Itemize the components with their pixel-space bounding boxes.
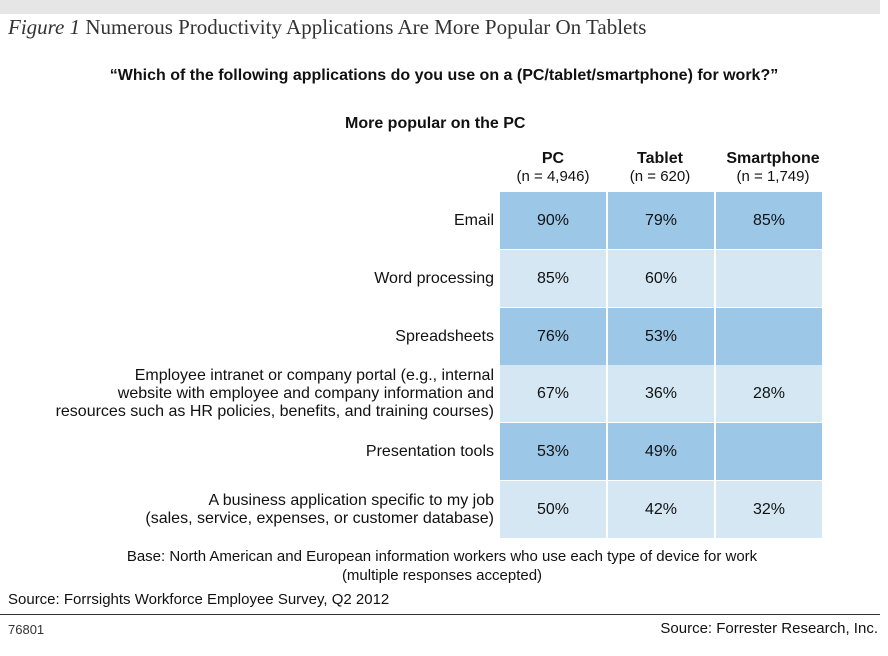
value-cell [716, 308, 822, 365]
value-cell: 67% [500, 365, 606, 422]
base-note-line: (multiple responses accepted) [341, 567, 543, 584]
top-bar [0, 0, 880, 14]
row-label-line: A business application specific to my jo… [208, 491, 494, 509]
base-note-line: Base: North American and European inform… [126, 548, 758, 565]
column-name: Smartphone [726, 150, 820, 167]
value-cell: 32% [716, 481, 822, 538]
section-subheading: More popular on the PC [345, 115, 526, 132]
column-name: PC [541, 150, 565, 167]
row-label-line: (sales, service, expenses, or customer d… [145, 509, 494, 527]
figure-title: Figure 1 Numerous Productivity Applicati… [8, 15, 646, 40]
value-cell: 36% [608, 365, 714, 422]
value-cell: 42% [608, 481, 714, 538]
value-cell: 53% [608, 308, 714, 365]
survey-question: “Which of the following applications do … [109, 67, 779, 84]
row-label: Word processing [374, 270, 494, 288]
row-label: Spreadsheets [395, 328, 494, 346]
value-cell: 76% [500, 308, 606, 365]
column-name: Tablet [637, 150, 683, 167]
value-cell: 85% [716, 192, 822, 249]
value-cell [716, 250, 822, 307]
footer-rule [0, 614, 880, 615]
row-label: A business application specific to my jo… [145, 492, 494, 528]
figure-label: Figure 1 [8, 15, 81, 39]
value-cell: 50% [500, 481, 606, 538]
column-header-tablet: Tablet (n = 620) [605, 150, 715, 186]
column-sample-size: (n = 620) [629, 168, 691, 185]
row-label-line: website with employee and company inform… [117, 384, 494, 402]
row-label-line: Spreadsheets [395, 327, 494, 345]
value-cell: 28% [716, 365, 822, 422]
row-label: Email [454, 212, 494, 230]
publisher-source: Source: Forrester Research, Inc. [660, 620, 878, 637]
column-header-pc: PC (n = 4,946) [488, 150, 618, 186]
value-cell: 79% [608, 192, 714, 249]
value-cell: 60% [608, 250, 714, 307]
row-label-line: Employee intranet or company portal (e.g… [134, 366, 494, 384]
figure-title-text: Numerous Productivity Applications Are M… [85, 15, 647, 39]
row-label-line: Email [453, 211, 494, 229]
row-label-line: resources such as HR policies, benefits,… [55, 402, 494, 420]
row-label-line: Word processing [374, 269, 494, 287]
value-cell: 85% [500, 250, 606, 307]
row-label: Presentation tools [366, 443, 494, 461]
row-label-line: Presentation tools [365, 442, 494, 460]
row-label: Employee intranet or company portal (e.g… [56, 367, 494, 421]
value-cell [716, 423, 822, 480]
value-cell: 49% [608, 423, 714, 480]
survey-source: Source: Forrsights Workforce Employee Su… [8, 591, 390, 608]
value-cell: 53% [500, 423, 606, 480]
column-sample-size: (n = 1,749) [736, 168, 810, 185]
base-note: Base: North American and European inform… [0, 547, 884, 585]
column-header-smartphone: Smartphone (n = 1,749) [703, 150, 843, 186]
value-cell: 90% [500, 192, 606, 249]
column-sample-size: (n = 4,946) [516, 168, 590, 185]
figure-id: 76801 [8, 622, 45, 637]
